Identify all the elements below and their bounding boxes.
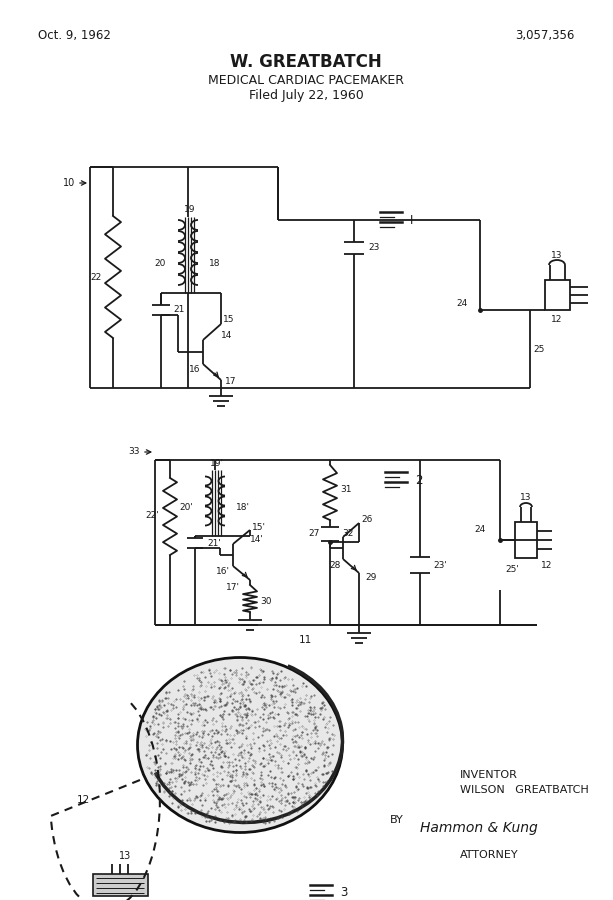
Text: 18': 18'	[236, 503, 250, 512]
Text: 24: 24	[457, 299, 468, 308]
Text: 18: 18	[209, 258, 221, 267]
Text: INVENTOR: INVENTOR	[460, 770, 518, 780]
Text: 3,057,356: 3,057,356	[516, 29, 575, 41]
Ellipse shape	[137, 658, 343, 832]
Text: Filed July 22, 1960: Filed July 22, 1960	[249, 89, 364, 103]
Text: 27: 27	[308, 529, 320, 538]
Text: 16': 16'	[216, 566, 230, 575]
Text: 13: 13	[520, 492, 531, 501]
Text: 20': 20'	[179, 503, 193, 512]
Text: 29: 29	[365, 573, 376, 582]
Text: MEDICAL CARDIAC PACEMAKER: MEDICAL CARDIAC PACEMAKER	[208, 74, 404, 86]
Text: 31: 31	[340, 485, 351, 494]
Text: 14: 14	[221, 330, 232, 339]
Text: 15: 15	[223, 316, 235, 325]
Text: 3: 3	[340, 886, 348, 899]
Text: 23: 23	[368, 244, 379, 253]
Text: 15': 15'	[252, 523, 266, 532]
Text: I: I	[410, 213, 413, 227]
Text: 28: 28	[330, 562, 341, 571]
Text: 12: 12	[551, 316, 563, 325]
Text: 20: 20	[154, 258, 166, 267]
Text: 33: 33	[129, 447, 140, 456]
Text: 17': 17'	[226, 583, 240, 592]
Text: ATTORNEY: ATTORNEY	[460, 850, 519, 860]
Text: 30: 30	[260, 597, 272, 606]
Text: WILSON   GREATBATCH: WILSON GREATBATCH	[460, 785, 588, 795]
Bar	[93, 874, 148, 896]
Text: 2: 2	[415, 473, 422, 487]
Text: W. GREATBATCH: W. GREATBATCH	[230, 53, 382, 71]
Bar	[515, 522, 537, 558]
Text: 13: 13	[551, 250, 563, 259]
Text: 16: 16	[189, 365, 200, 374]
Bar	[545, 280, 570, 310]
Text: 19: 19	[185, 204, 196, 213]
Text: 13: 13	[119, 851, 131, 861]
Text: 22': 22'	[145, 511, 159, 520]
Text: 23': 23'	[433, 561, 447, 570]
Text: 25': 25'	[505, 565, 519, 574]
Text: Hammon & Kung: Hammon & Kung	[420, 821, 538, 835]
Text: 19': 19'	[210, 458, 224, 467]
Text: 12: 12	[541, 562, 553, 571]
Text: 17: 17	[225, 377, 237, 386]
Text: 26: 26	[361, 516, 372, 525]
Text: 22: 22	[91, 273, 102, 282]
Text: 21': 21'	[207, 538, 221, 547]
Text: 25: 25	[533, 346, 544, 355]
Text: 14': 14'	[250, 535, 264, 544]
Text: 10: 10	[63, 178, 75, 188]
Text: 21: 21	[173, 305, 185, 314]
Text: BY: BY	[390, 815, 404, 825]
Text: 24: 24	[474, 526, 486, 535]
Text: 12: 12	[77, 795, 90, 805]
Text: 11: 11	[299, 635, 311, 645]
Text: Oct. 9, 1962: Oct. 9, 1962	[38, 29, 111, 41]
Text: 32: 32	[342, 529, 353, 538]
